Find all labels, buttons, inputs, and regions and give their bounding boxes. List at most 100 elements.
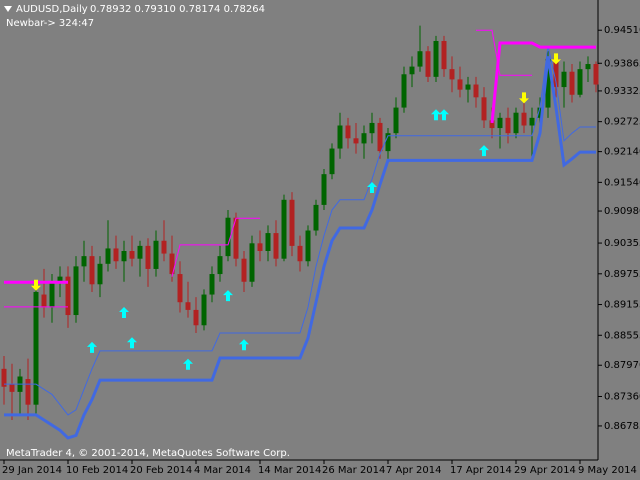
candle-body — [113, 248, 119, 262]
candle-body — [425, 51, 431, 77]
candle-body — [161, 240, 167, 254]
y-tick-label: 0.89755 — [604, 269, 640, 280]
indicator-line — [4, 45, 596, 416]
candle-body — [233, 217, 239, 259]
y-tick-label: 0.93325 — [604, 86, 640, 97]
candle-body — [545, 58, 551, 108]
candle-body — [25, 379, 31, 405]
symbol-icon — [4, 6, 12, 12]
candle-body — [369, 122, 375, 134]
candle-body — [585, 64, 591, 70]
candle-body — [353, 138, 359, 144]
signal-arrow — [183, 358, 193, 370]
footer: MetaTrader 4, © 2001-2014, MetaQuotes So… — [6, 448, 290, 459]
candle-body — [321, 174, 327, 205]
signal-arrow — [31, 279, 41, 291]
candle-body — [449, 69, 455, 80]
candle-body — [225, 217, 231, 257]
x-tick-label: 10 Feb 2014 — [66, 465, 128, 476]
x-tick-label: 9 May 2014 — [578, 465, 637, 476]
candle-body — [417, 51, 423, 67]
candle-body — [169, 253, 175, 275]
signal-arrow — [479, 145, 489, 157]
signal-arrow — [367, 181, 377, 193]
y-tick-label: 0.88555 — [604, 330, 640, 341]
candle-body — [49, 281, 55, 308]
candle-body — [145, 245, 151, 269]
x-tick-label: 20 Feb 2014 — [130, 465, 192, 476]
candle-body — [153, 240, 159, 269]
candle-body — [473, 84, 479, 98]
y-tick-label: 0.93865 — [604, 58, 640, 69]
candle-body — [129, 251, 135, 259]
newbar: Newbar-> 324:47 — [6, 18, 94, 29]
candle-body — [409, 66, 415, 75]
candle-body — [481, 97, 487, 121]
candle-body — [249, 243, 255, 282]
x-tick-label: 4 Mar 2014 — [194, 465, 251, 476]
candle-body — [361, 133, 367, 144]
candle-body — [81, 256, 87, 267]
symbol-title: AUDUSD,Daily — [16, 4, 88, 15]
candle-body — [385, 133, 391, 152]
candle-body — [57, 276, 63, 282]
plot — [1, 25, 599, 440]
indicator-line — [4, 56, 596, 440]
signal-arrow — [439, 109, 449, 121]
candle-body — [137, 245, 143, 259]
signal-arrow — [223, 290, 233, 302]
x-tick-label: 29 Apr 2014 — [514, 465, 576, 476]
candle-body — [345, 125, 351, 139]
candle-body — [497, 117, 503, 129]
candle-body — [209, 274, 215, 295]
candle-body — [1, 368, 7, 387]
candle-body — [441, 40, 447, 70]
candle-body — [377, 122, 383, 152]
candle-body — [561, 71, 567, 88]
candle-body — [201, 294, 207, 326]
candle-body — [41, 294, 47, 308]
candle-body — [313, 204, 319, 231]
candle-body — [393, 107, 399, 134]
candle-body — [521, 112, 527, 126]
candle-body — [105, 248, 111, 264]
candle-body — [73, 266, 79, 316]
candle-body — [529, 117, 535, 126]
candle-body — [593, 64, 599, 85]
candle-body — [89, 256, 95, 285]
candle-body — [185, 302, 191, 310]
candle-body — [537, 107, 543, 118]
candle-body — [401, 74, 407, 108]
candle-body — [281, 199, 287, 259]
candle-body — [193, 309, 199, 326]
signal-arrow — [87, 341, 97, 353]
candle-body — [217, 256, 223, 275]
candle-body — [305, 230, 311, 262]
x-tick-label: 14 Mar 2014 — [258, 465, 321, 476]
x-tick-label: 17 Apr 2014 — [450, 465, 512, 476]
candle-body — [337, 125, 343, 149]
candle-body — [457, 79, 463, 90]
signal-arrow — [119, 306, 129, 318]
candle-body — [553, 58, 559, 88]
candle-body — [241, 258, 247, 282]
candle-body — [265, 233, 271, 252]
y-tick-label: 0.92725 — [604, 117, 640, 128]
candle-body — [65, 276, 71, 316]
y-tick-label: 0.86785 — [604, 421, 640, 432]
signal-arrow — [127, 337, 137, 349]
candle-body — [433, 40, 439, 77]
ohlc: 0.78932 0.79310 0.78174 0.78264 — [90, 4, 265, 15]
candle-body — [489, 120, 495, 129]
signal-arrow — [551, 53, 561, 65]
candle-body — [577, 69, 583, 95]
candle-body — [177, 274, 183, 303]
indicator-line — [4, 29, 532, 308]
candle-body — [273, 233, 279, 259]
signal-arrow — [239, 339, 249, 351]
candle-body — [121, 251, 127, 262]
